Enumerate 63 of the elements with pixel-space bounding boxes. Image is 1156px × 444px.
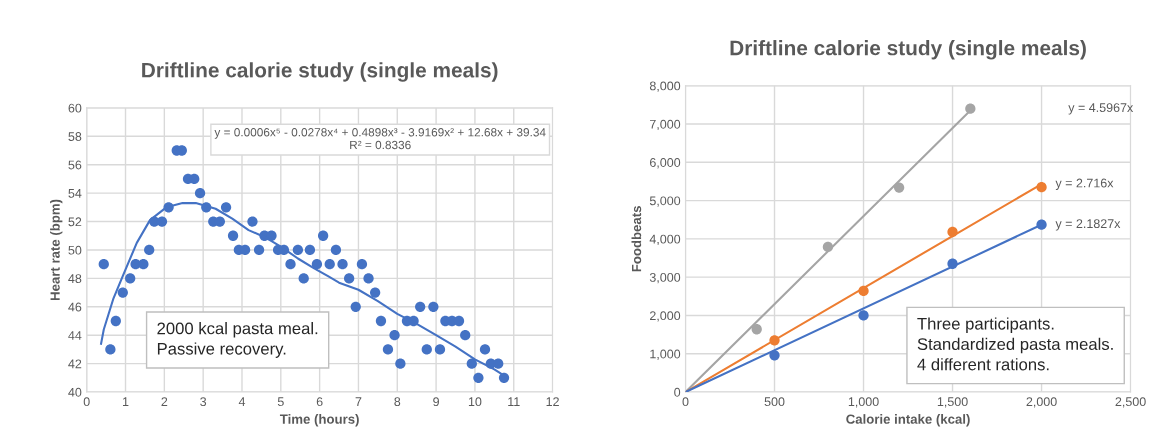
x-axis-title: Calorie intake (kcal) <box>846 414 970 427</box>
y-axis-title: Foodbeats <box>631 206 642 272</box>
x-tick-label: 2,000 <box>1026 397 1057 408</box>
y-axis-title: Heart rate (bpm) <box>50 199 63 301</box>
point <box>769 350 780 361</box>
point <box>947 226 958 238</box>
x-tick-label: 0 <box>682 397 689 407</box>
chart-title: Driftline calorie study (single meals) <box>730 40 1086 60</box>
point <box>822 241 834 253</box>
annotation: y = 0.0006x⁵ - 0.0278x⁴ + 0.4898x³ - 3.9169x² + 12.68x + 39.34 R² = 0.8336 <box>214 128 546 150</box>
y-tick-label: 6,000 <box>650 158 681 169</box>
x-tick-label: 12 <box>546 397 559 406</box>
x-tick-label: 9 <box>433 397 439 407</box>
y-tick-label: 60 <box>68 103 82 113</box>
x-tick-label: 2 <box>161 397 168 406</box>
point <box>751 324 762 335</box>
x-tick-label: 10 <box>468 397 482 407</box>
x-tick-label: 2,500 <box>1115 397 1146 408</box>
annotation: y = 4.5967x <box>1068 103 1134 115</box>
y-tick-label: 46 <box>68 302 82 312</box>
y-tick-label: 4,000 <box>649 234 681 245</box>
y-tick-label: 58 <box>68 132 82 141</box>
x-tick-label: 7 <box>355 397 362 406</box>
y-tick-label: 1,000 <box>650 349 681 360</box>
annotation: y = 2.716x <box>1055 178 1114 190</box>
annotation: Three participants. Standardized pasta meals. 4 different rations. <box>917 317 1113 371</box>
point <box>947 258 958 269</box>
x-tick-label: 11 <box>508 397 520 406</box>
x-tick-label: 1 <box>123 397 129 406</box>
y-tick-label: 5,000 <box>649 196 681 207</box>
y-tick-label: 42 <box>68 359 82 369</box>
x-tick-label: 4 <box>238 397 246 406</box>
y-tick-label: 48 <box>68 274 82 284</box>
x-tick-label: 1,500 <box>937 397 968 408</box>
point <box>858 310 869 321</box>
annotation: y = 2.1827x <box>1055 219 1121 231</box>
point <box>1036 182 1047 193</box>
point <box>893 182 905 193</box>
y-tick-label: 8,000 <box>649 81 681 92</box>
y-tick-label: 40 <box>68 387 82 397</box>
x-tick-label: 0 <box>83 397 90 407</box>
annotation: 2000 kcal pasta meal. Passive recovery. <box>157 322 318 358</box>
y-tick-label: 56 <box>68 160 82 170</box>
y-tick-label: 54 <box>68 189 82 198</box>
chart-title: Driftline calorie study (single meals) <box>142 62 498 82</box>
x-tick-label: 6 <box>316 397 323 407</box>
point <box>1036 219 1047 230</box>
point <box>858 285 869 297</box>
x-tick-label: 5 <box>277 397 284 407</box>
x-tick-label: 500 <box>764 397 785 407</box>
x-tick-label: 3 <box>200 397 207 407</box>
y-tick-label: 3,000 <box>649 272 681 284</box>
y-tick-label: 2,000 <box>650 311 681 322</box>
x-tick-label: 8 <box>394 397 401 407</box>
y-tick-label: 7,000 <box>650 119 681 131</box>
y-tick-label: 0 <box>674 387 681 397</box>
point <box>965 103 976 114</box>
y-tick-label: 52 <box>68 217 82 227</box>
x-axis-title: Time (hours) <box>279 414 359 427</box>
point <box>769 335 780 346</box>
y-tick-label: 50 <box>68 245 82 255</box>
x-tick-label: 1,000 <box>848 397 879 408</box>
y-tick-label: 44 <box>68 331 82 340</box>
